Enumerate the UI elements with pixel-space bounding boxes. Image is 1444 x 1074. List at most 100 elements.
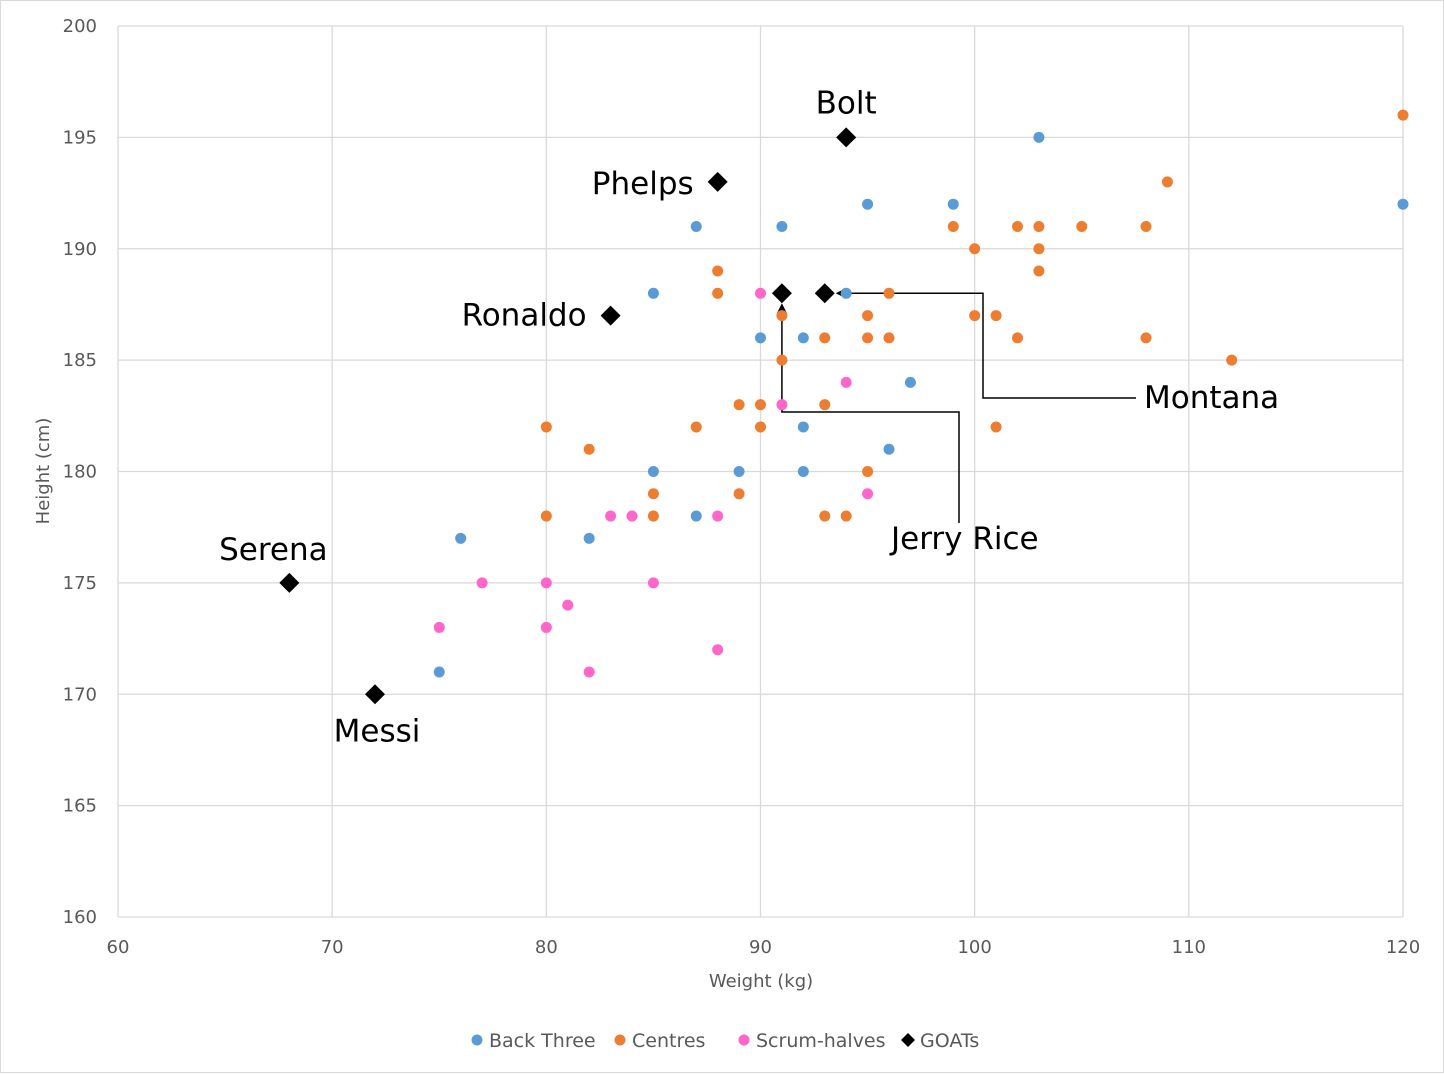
point-scrum-halves (583, 666, 595, 678)
legend-marker-back-three (471, 1034, 483, 1046)
y-axis-title: Height (cm) (33, 418, 54, 525)
point-scrum-halves (433, 621, 445, 633)
point-goats (600, 305, 621, 326)
annotation-connectors (776, 288, 1136, 523)
point-centres (990, 310, 1002, 322)
point-goats (836, 127, 857, 148)
point-back-three (690, 510, 702, 522)
point-centres (819, 332, 831, 344)
point-scrum-halves (755, 287, 766, 299)
point-scrum-halves (862, 488, 874, 500)
x-axis-title: Weight (kg) (709, 971, 813, 992)
y-tick-label: 200 (63, 16, 97, 37)
point-centres (540, 421, 552, 433)
point-centres (755, 421, 766, 433)
point-back-three (433, 666, 445, 678)
point-scrum-halves (647, 577, 659, 589)
point-back-three (797, 466, 809, 477)
point-back-three (904, 376, 916, 388)
y-tick-label: 160 (63, 907, 97, 928)
point-back-three (862, 198, 874, 210)
point-scrum-halves (562, 599, 574, 611)
point-back-three (1397, 198, 1409, 210)
x-tick-label: 100 (957, 937, 991, 958)
annotation-jerry-rice: Jerry Rice (889, 521, 1039, 557)
point-centres (1226, 354, 1238, 366)
point-goats (365, 684, 385, 705)
point-centres (540, 510, 552, 522)
y-tick-label: 165 (63, 796, 97, 817)
annotation-bolt: Bolt (816, 85, 877, 121)
legend-marker-centres (614, 1034, 626, 1046)
y-tick-label: 190 (63, 239, 97, 260)
point-centres (733, 399, 745, 411)
y-tick-label: 195 (63, 127, 97, 148)
point-centres (862, 466, 874, 477)
tick-labels: 60 70 80 90 100 110 120 160 165 170 175 180 185 190 19… (63, 16, 1421, 958)
point-scrum-halves (776, 399, 788, 411)
point-centres (1397, 109, 1409, 121)
point-centres (862, 332, 874, 344)
point-back-three (647, 287, 659, 299)
point-centres (755, 399, 766, 411)
legend-label-back-three: Back Three (489, 1030, 596, 1052)
point-centres (990, 421, 1002, 433)
point-back-three (947, 198, 959, 210)
point-centres (1161, 176, 1173, 188)
point-scrum-halves (476, 577, 488, 589)
point-centres (883, 287, 895, 299)
point-goats (707, 171, 728, 192)
point-centres (1033, 220, 1045, 232)
annotation-phelps: Phelps (592, 166, 694, 202)
point-centres (1140, 220, 1152, 232)
data-points (279, 109, 1409, 705)
point-centres (690, 421, 702, 433)
point-centres (819, 510, 831, 522)
point-back-three (797, 421, 809, 433)
point-centres (712, 265, 724, 277)
point-goats (279, 572, 300, 593)
annotation-ronaldo: Ronaldo (462, 298, 587, 334)
annotations: Bolt Phelps Ronaldo Montana Jerry Rice Serena… (219, 85, 1279, 749)
legend-marker-scrum-halves (738, 1034, 750, 1046)
point-back-three (755, 332, 766, 344)
montana-connector (842, 292, 1136, 399)
legend-label-centres: Centres (632, 1030, 705, 1052)
point-centres (1012, 220, 1023, 232)
point-centres (647, 510, 659, 522)
point-centres (583, 443, 595, 455)
point-goats (771, 283, 792, 304)
point-centres (776, 310, 788, 322)
point-centres (1076, 220, 1088, 232)
annotation-serena: Serena (219, 532, 328, 568)
point-centres (776, 354, 788, 366)
point-scrum-halves (605, 510, 617, 522)
y-tick-label: 175 (63, 573, 97, 594)
point-scrum-halves (840, 376, 852, 388)
point-centres (1140, 332, 1152, 344)
point-scrum-halves (712, 644, 724, 656)
point-centres (862, 310, 874, 322)
annotation-montana: Montana (1144, 380, 1279, 416)
y-tick-label: 185 (63, 350, 97, 371)
point-centres (647, 488, 659, 500)
point-back-three (455, 532, 467, 544)
point-centres (1012, 332, 1023, 344)
legend-marker-goats (901, 1033, 915, 1047)
x-tick-label: 110 (1172, 937, 1206, 958)
point-centres (819, 399, 831, 411)
point-centres (733, 488, 745, 500)
point-goats (814, 283, 835, 304)
point-centres (969, 243, 981, 255)
point-back-three (733, 466, 745, 477)
point-centres (1033, 243, 1045, 255)
point-back-three (797, 332, 809, 344)
point-back-three (647, 466, 659, 477)
y-tick-label: 180 (63, 462, 97, 483)
legend-label-scrum-halves: Scrum-halves (756, 1030, 886, 1052)
point-centres (840, 510, 852, 522)
y-tick-label: 170 (63, 684, 97, 705)
legend: Back Three Centres Scrum-halves GOATs (471, 1030, 979, 1052)
